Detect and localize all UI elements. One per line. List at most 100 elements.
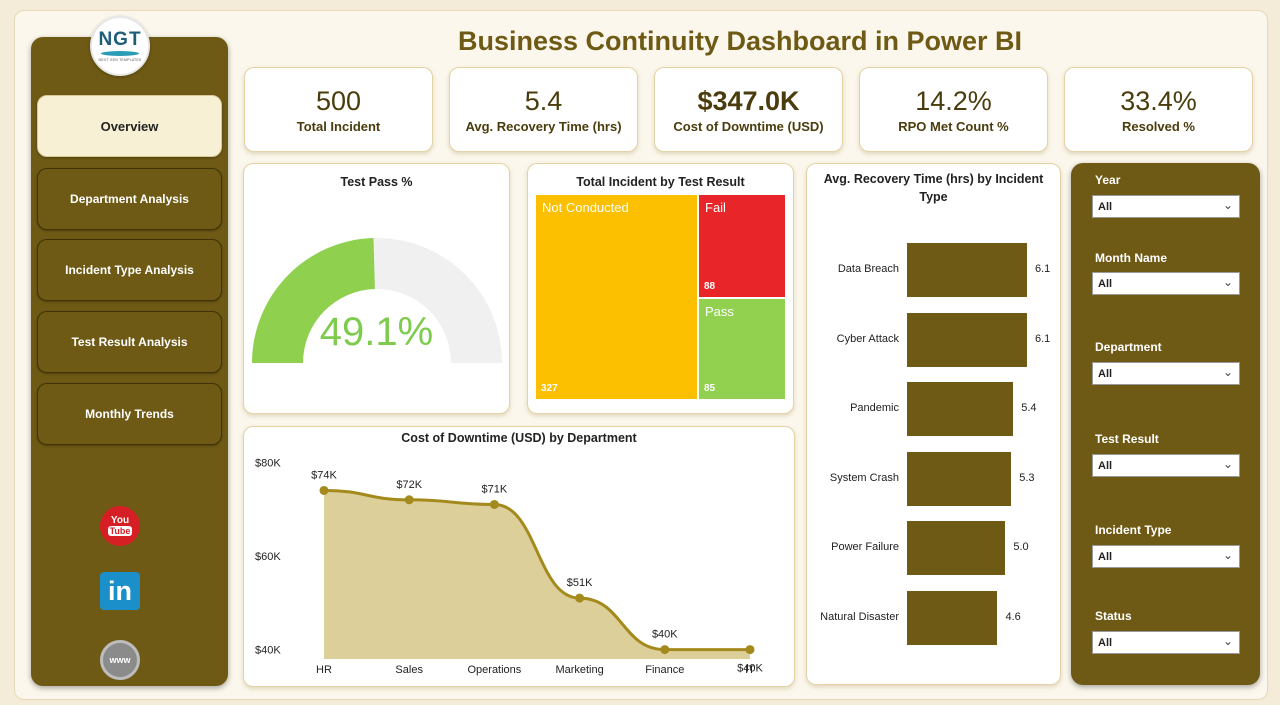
downtime-data-point[interactable] — [745, 645, 755, 655]
treemap-label: Not Conducted — [542, 200, 629, 215]
downtime-data-point[interactable] — [404, 495, 414, 505]
recovery-bar[interactable] — [907, 451, 1012, 506]
x-tick-label: Sales — [395, 664, 423, 676]
department-dropdown[interactable]: All ⌄ — [1092, 362, 1240, 385]
kpi-label: Cost of Downtime (USD) — [673, 119, 824, 134]
month-name-dropdown[interactable]: All ⌄ — [1092, 272, 1240, 295]
test-pass-title: Test Pass % — [340, 175, 413, 189]
treemap-value: 88 — [704, 281, 716, 292]
slicer-label-department: Department — [1095, 340, 1162, 354]
nav-test-result-analysis-button[interactable]: Test Result Analysis — [37, 311, 222, 373]
status-dropdown[interactable]: All ⌄ — [1092, 631, 1240, 654]
recovery-bar[interactable] — [907, 591, 998, 645]
slicer-panel — [1071, 163, 1260, 685]
treemap-value: 85 — [704, 383, 716, 394]
bar-category-label: System Crash — [829, 471, 899, 484]
recovery-bar[interactable] — [907, 243, 1027, 297]
youtube-icon[interactable]: You Tube — [100, 506, 140, 546]
bar-data-label: 6.1 — [1035, 263, 1051, 275]
gauge-fill — [252, 238, 375, 363]
kpi-value: 33.4% — [1120, 86, 1197, 116]
incident-type-dropdown[interactable]: All ⌄ — [1092, 545, 1240, 568]
recovery-time-chart-card: Avg. Recovery Time (hrs) by Incident Typ… — [806, 163, 1061, 685]
ngt-logo: NGT NEXT GEN TEMPLATES — [90, 16, 150, 76]
chevron-down-icon: ⌄ — [1222, 457, 1233, 471]
bar-data-label: 6.1 — [1035, 332, 1051, 345]
downtime-chart-title: Cost of Downtime (USD) by Department — [401, 431, 637, 445]
kpi-value: 5.4 — [524, 86, 563, 116]
x-tick-label: Finance — [645, 664, 684, 676]
bar-data-label: 5.0 — [1013, 541, 1029, 554]
recovery-chart-title: Avg. Recovery Time (hrs) by Incident Typ… — [823, 172, 1044, 204]
kpi-value: 14.2% — [915, 86, 992, 116]
downtime-data-label: $51K — [567, 577, 593, 589]
x-tick-label: IT — [745, 664, 755, 676]
downtime-data-label: $40K — [737, 663, 763, 675]
slicer-label-year: Year — [1095, 173, 1121, 187]
downtime-data-point[interactable] — [660, 645, 670, 655]
kpi-card-avg-recovery-time: 5.4 Avg. Recovery Time (hrs) — [449, 67, 638, 152]
downtime-data-label: $74K — [311, 469, 337, 481]
kpi-card-cost-of-downtime: $347.0K Cost of Downtime (USD) — [654, 67, 843, 152]
linkedin-icon[interactable]: in — [100, 572, 140, 610]
downtime-data-point[interactable] — [489, 499, 499, 509]
recovery-bar[interactable] — [907, 312, 1027, 367]
page-title: Business Continuity Dashboard in Power B… — [457, 26, 1023, 56]
x-tick-label: Marketing — [555, 664, 603, 676]
downtime-data-point[interactable] — [319, 485, 329, 495]
x-tick-label: HR — [316, 664, 332, 676]
kpi-label: Resolved % — [1122, 119, 1195, 134]
kpi-card-total-incident: 500 Total Incident — [244, 67, 433, 152]
bar-data-label: 4.6 — [1005, 611, 1021, 623]
slicer-label-incident-type: Incident Type — [1095, 523, 1172, 537]
treemap-fail[interactable]: Fail 88 — [699, 195, 785, 297]
treemap-label: Fail — [705, 200, 726, 215]
y-tick-label: $40K — [255, 645, 281, 657]
test-pass-value: 49.1% — [319, 310, 434, 354]
downtime-data-label: $72K — [396, 479, 422, 491]
bar-category-label: Pandemic — [850, 402, 899, 415]
downtime-data-point[interactable] — [575, 593, 585, 603]
treemap-value: 327 — [541, 383, 558, 394]
bar-category-label: Power Failure — [831, 541, 899, 554]
kpi-value: $347.0K — [697, 86, 800, 116]
downtime-area-fill — [324, 490, 750, 659]
treemap-title: Total Incident by Test Result — [576, 175, 745, 189]
nav-overview-button[interactable]: Overview — [37, 95, 222, 157]
recovery-bar[interactable] — [907, 382, 1014, 437]
chevron-down-icon: ⌄ — [1222, 365, 1233, 379]
nav-monthly-trends-button[interactable]: Monthly Trends — [37, 383, 222, 445]
slicer-label-status: Status — [1095, 609, 1132, 623]
y-tick-label: $80K — [255, 457, 281, 469]
treemap-pass[interactable]: Pass 85 — [699, 299, 785, 399]
treemap-not-conducted[interactable]: Not Conducted 327 — [536, 195, 697, 399]
bar-category-label: Cyber Attack — [836, 332, 899, 345]
website-globe-icon[interactable]: www — [100, 640, 140, 680]
bar-data-label: 5.4 — [1021, 402, 1037, 415]
downtime-chart-card: Cost of Downtime (USD) by Department $80… — [243, 426, 795, 687]
chevron-down-icon: ⌄ — [1222, 634, 1233, 648]
recovery-bar[interactable] — [907, 521, 1006, 576]
kpi-label: Total Incident — [296, 119, 381, 134]
nav-department-analysis-button[interactable]: Department Analysis — [37, 168, 222, 230]
downtime-data-label: $71K — [482, 483, 508, 495]
bar-data-label: 5.3 — [1019, 471, 1035, 484]
chevron-down-icon: ⌄ — [1222, 198, 1233, 212]
chevron-down-icon: ⌄ — [1222, 275, 1233, 289]
treemap-label: Pass — [705, 304, 734, 319]
bar-category-label: Data Breach — [837, 263, 899, 275]
kpi-card-rpo-met-count: 14.2% RPO Met Count % — [859, 67, 1048, 152]
y-tick-label: $60K — [255, 551, 281, 563]
x-tick-label: Operations — [467, 664, 521, 676]
downtime-data-label: $40K — [652, 629, 678, 641]
test-result-dropdown[interactable]: All ⌄ — [1092, 454, 1240, 477]
year-dropdown[interactable]: All ⌄ — [1092, 195, 1240, 218]
kpi-label: Avg. Recovery Time (hrs) — [465, 119, 622, 134]
kpi-card-resolved: 33.4% Resolved % — [1064, 67, 1253, 152]
kpi-value: 500 — [315, 86, 362, 116]
slicer-label-test-result: Test Result — [1095, 432, 1159, 446]
nav-incident-type-analysis-button[interactable]: Incident Type Analysis — [37, 239, 222, 301]
logo-swoosh — [101, 51, 139, 56]
slicer-label-month-name: Month Name — [1095, 251, 1167, 265]
test-pass-gauge-card: Test Pass % 49.1% — [243, 163, 510, 414]
